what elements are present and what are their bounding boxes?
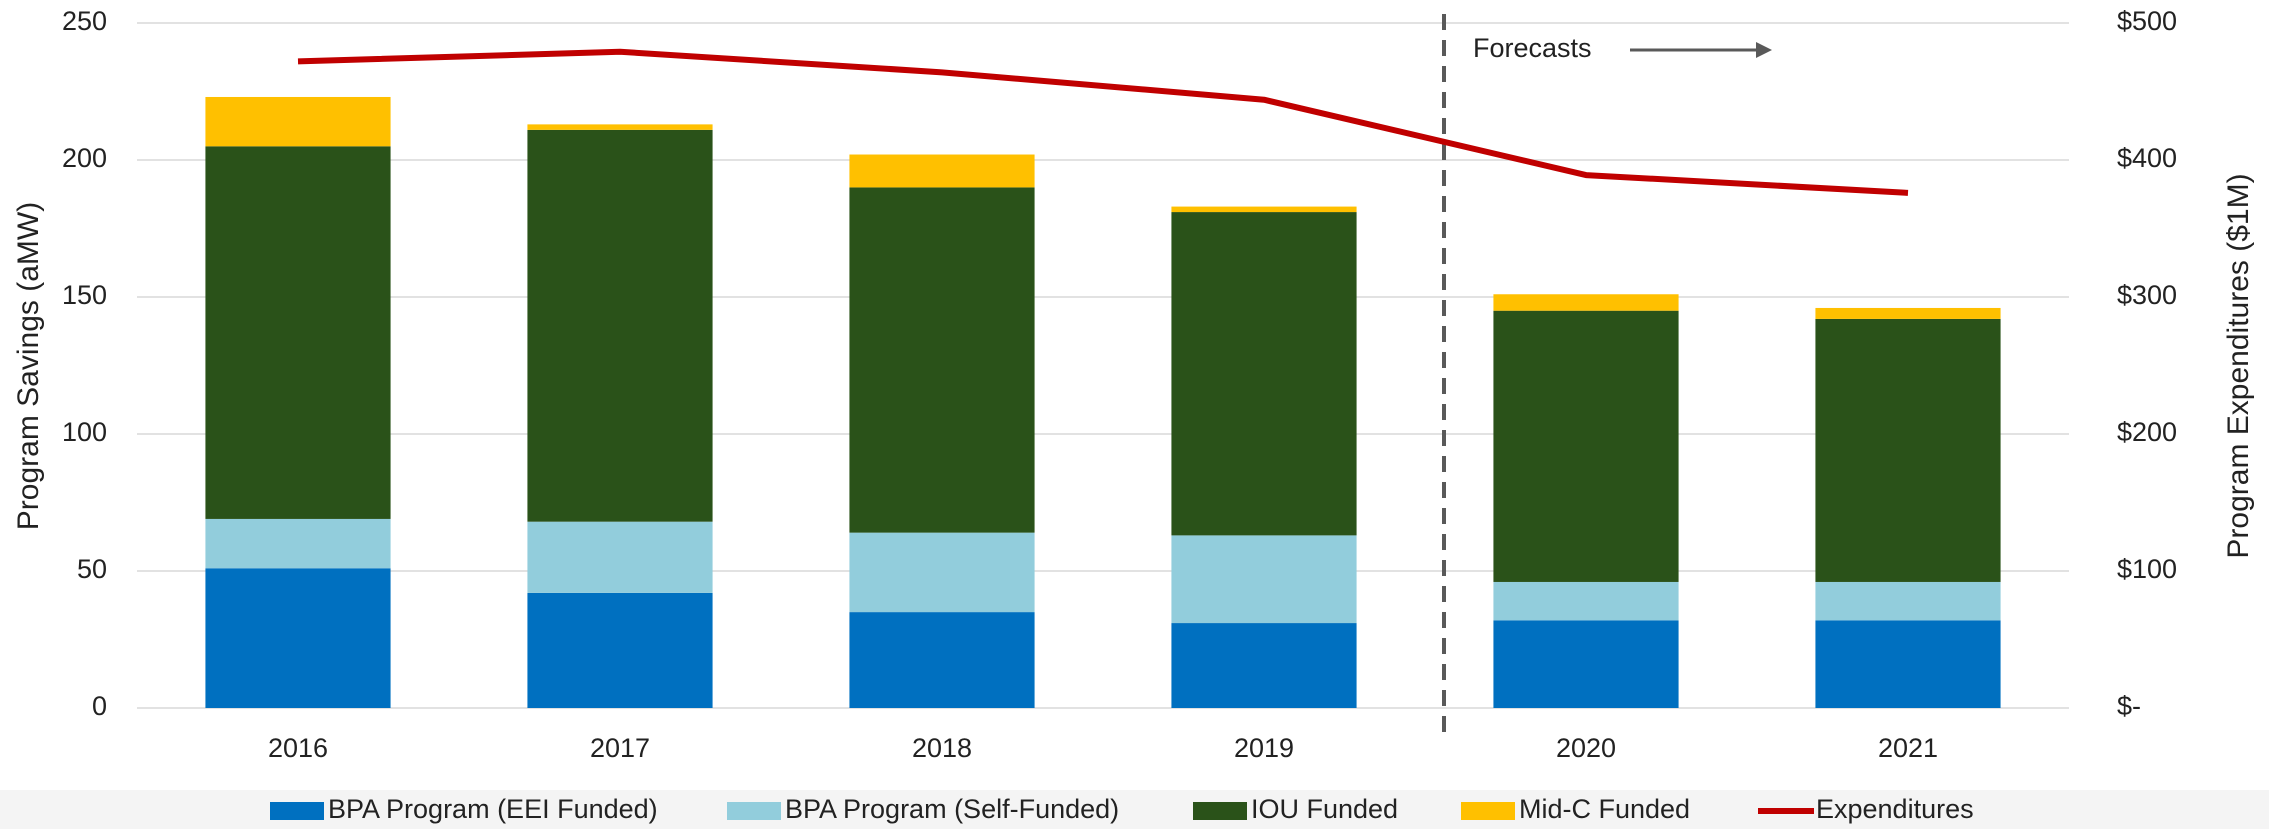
x-tick-label: 2021	[1878, 733, 1938, 763]
legend-swatch	[1461, 802, 1515, 820]
bar-segment	[849, 154, 1035, 188]
bar-segment	[527, 521, 713, 593]
y-tick-label: 250	[62, 6, 107, 36]
legend-swatch	[1193, 802, 1247, 820]
bar-segment	[527, 129, 713, 522]
legend-label: BPA Program (Self-Funded)	[785, 794, 1119, 824]
bar-segment	[849, 532, 1035, 613]
legend-swatch	[727, 802, 781, 820]
bar-segment	[1493, 294, 1679, 311]
bar-segment	[1815, 581, 2001, 621]
bar-segment	[1171, 535, 1357, 624]
y2-tick-label: $200	[2117, 417, 2177, 447]
legend-label: BPA Program (EEI Funded)	[328, 794, 658, 824]
annotation: Forecasts	[1473, 33, 1592, 63]
bar-segment	[1815, 307, 2001, 319]
y-axis-title: Program Savings (aMW)	[12, 202, 45, 530]
x-tick-label: 2017	[590, 733, 650, 763]
x-tick-label: 2018	[912, 733, 972, 763]
bar-segment	[1493, 581, 1679, 621]
y2-tick-label: $-	[2117, 691, 2141, 721]
bar-segment	[1815, 318, 2001, 582]
legend-label: IOU Funded	[1251, 794, 1398, 824]
bar-segment	[1171, 623, 1357, 708]
bar-segment	[205, 568, 391, 708]
x-tick-label: 2019	[1234, 733, 1294, 763]
y-tick-label: 100	[62, 417, 107, 447]
bar-segment	[527, 124, 713, 130]
y2-tick-label: $300	[2117, 280, 2177, 310]
bar-segment	[1171, 206, 1357, 213]
bar-segment	[205, 146, 391, 519]
bar-segment	[1815, 620, 2001, 708]
y-tick-label: 0	[92, 691, 107, 721]
bar-segment	[1171, 212, 1357, 536]
y-tick-label: 200	[62, 143, 107, 173]
bar-segment	[849, 187, 1035, 533]
legend-label: Expenditures	[1816, 794, 1974, 824]
bar-segment	[527, 592, 713, 708]
legend-swatch	[270, 802, 324, 820]
bar-segment	[849, 612, 1035, 708]
x-tick-label: 2020	[1556, 733, 1616, 763]
annotation-arrowhead	[1756, 42, 1772, 58]
y2-tick-label: $100	[2117, 554, 2177, 584]
bar-segment	[205, 96, 391, 147]
bar-segment	[205, 518, 391, 569]
bar-segment	[1493, 310, 1679, 582]
y2-tick-label: $400	[2117, 143, 2177, 173]
legend-label: Mid-C Funded	[1519, 794, 1690, 824]
bar-segment	[1493, 620, 1679, 708]
y-tick-label: 50	[77, 554, 107, 584]
legend-band	[0, 790, 2269, 829]
y2-tick-label: $500	[2117, 6, 2177, 36]
line-series	[297, 48, 1909, 196]
y2-axis-title: Program Expenditures ($1M)	[2222, 173, 2255, 558]
x-tick-label: 2016	[268, 733, 328, 763]
y-tick-label: 150	[62, 280, 107, 310]
